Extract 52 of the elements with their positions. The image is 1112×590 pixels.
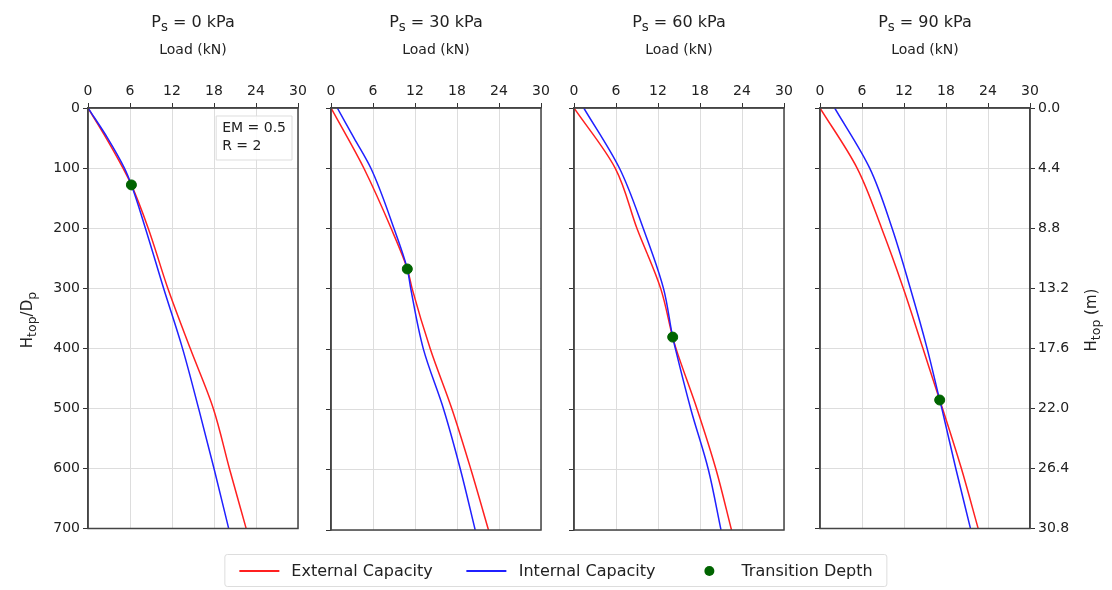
- y-tick-label: 0: [71, 98, 80, 115]
- x-axis-title: Load (kN): [159, 41, 227, 58]
- chart-title: P$_{s}$ = 60 kPa: [631, 12, 727, 35]
- x-tick-label: 12: [163, 82, 181, 99]
- x-tick-label: 30: [289, 82, 307, 99]
- legend-label: Internal Capacity: [518, 561, 656, 580]
- x-axis-title: Load (kN): [645, 41, 713, 58]
- y-tick-label: 200: [53, 218, 80, 235]
- x-tick-label: 24: [247, 82, 265, 99]
- y-tick-label: 400: [53, 338, 80, 355]
- x-tick-label: 18: [205, 82, 223, 99]
- x-tick-label: 6: [611, 82, 621, 99]
- y-tick-label: 100: [53, 158, 80, 175]
- x-axis-title: Load (kN): [891, 41, 959, 58]
- text: 30.8: [1038, 519, 1070, 536]
- x-tick-label: 18: [937, 82, 955, 99]
- x-tick-label: 24: [490, 82, 508, 99]
- text: 8.8: [1038, 218, 1061, 235]
- text: 13.2: [1038, 278, 1070, 295]
- chart-title: P$_{s}$ = 0 kPa: [150, 12, 236, 35]
- x-tick-label: 18: [691, 82, 709, 99]
- text: 0.0: [1038, 98, 1061, 115]
- text: 4.4: [1038, 158, 1061, 175]
- x-tick-label: 0: [326, 82, 336, 99]
- x-tick-label: 30: [1021, 82, 1039, 99]
- x-tick-label: 30: [532, 82, 550, 99]
- text: 26.4: [1038, 459, 1070, 476]
- text: 22.0: [1038, 399, 1070, 416]
- x-tick-label: 30: [775, 82, 793, 99]
- x-tick-label: 12: [649, 82, 667, 99]
- x-tick-label: 12: [406, 82, 424, 99]
- x-tick-label: 24: [979, 82, 997, 99]
- y-tick-label: 300: [53, 278, 80, 295]
- x-tick-label: 24: [733, 82, 751, 99]
- legend-label: External Capacity: [291, 561, 433, 580]
- y-tick-label: 600: [53, 459, 80, 476]
- annotation: EM = 0.5 R = 2: [222, 118, 287, 153]
- y-tick-label: 700: [53, 519, 80, 536]
- x-tick-label: 0: [815, 82, 825, 99]
- x-axis-title: Load (kN): [402, 41, 470, 58]
- x-tick-label: 6: [125, 82, 135, 99]
- chart-title: P$_{s}$ = 30 kPa: [388, 12, 484, 35]
- x-tick-label: 12: [895, 82, 913, 99]
- legend-label: Transition Depth: [741, 561, 873, 580]
- x-tick-label: 6: [368, 82, 378, 99]
- chart-title: P$_{s}$ = 90 kPa: [877, 12, 973, 35]
- y-tick-label: 500: [53, 399, 80, 416]
- x-tick-label: 0: [83, 82, 93, 99]
- x-tick-label: 18: [448, 82, 466, 99]
- text: 17.6: [1038, 338, 1070, 355]
- x-tick-label: 0: [569, 82, 579, 99]
- x-tick-label: 6: [857, 82, 867, 99]
